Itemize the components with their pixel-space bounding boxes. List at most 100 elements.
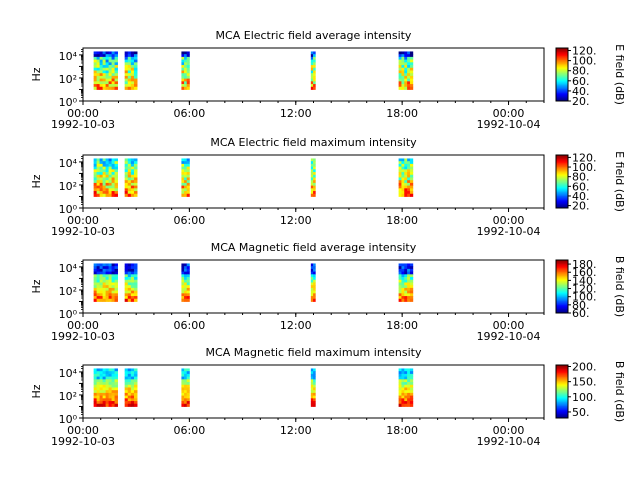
spectrogram-cell bbox=[105, 193, 109, 197]
spectrogram-cell bbox=[181, 293, 185, 297]
spectrogram-cell bbox=[313, 382, 316, 386]
spectrogram-cell bbox=[407, 56, 411, 61]
spectrogram-cell bbox=[404, 379, 408, 383]
spectrogram-cell bbox=[184, 172, 188, 176]
spectrogram-cell bbox=[99, 177, 104, 181]
spectrogram-cell bbox=[313, 263, 316, 267]
spectrogram-cell bbox=[114, 373, 118, 378]
spectrogram-cell bbox=[398, 384, 402, 388]
spectrogram-cell bbox=[99, 390, 104, 394]
spectrogram-cell bbox=[181, 382, 185, 386]
spectrogram-cell bbox=[111, 285, 115, 289]
spectrogram-cell bbox=[108, 172, 112, 176]
spectrogram-cell bbox=[133, 282, 138, 286]
colorbar-segment bbox=[556, 205, 568, 208]
spectrogram-cell bbox=[313, 376, 316, 380]
spectrogram-cell bbox=[130, 368, 135, 372]
spectrogram-cell bbox=[313, 282, 316, 286]
spectrogram-cell bbox=[181, 368, 185, 372]
spectrogram-cell bbox=[313, 392, 316, 397]
spectrogram-cell bbox=[310, 376, 314, 380]
spectrogram-cell bbox=[409, 398, 414, 402]
colorbar-segment bbox=[556, 275, 568, 278]
y-tick-label: 10⁴ bbox=[59, 262, 78, 275]
spectrogram-cell bbox=[184, 180, 188, 184]
spectrogram-cell bbox=[184, 54, 188, 58]
spectrogram-cell bbox=[105, 401, 109, 405]
spectrogram-cell bbox=[108, 169, 112, 173]
spectrogram-cell bbox=[102, 163, 106, 168]
spectrogram-cell bbox=[409, 172, 414, 176]
spectrogram-cell bbox=[99, 293, 104, 297]
spectrogram-cell bbox=[313, 271, 316, 275]
spectrogram-cell bbox=[108, 174, 112, 178]
spectrogram-cell bbox=[407, 379, 411, 383]
colorbar-segment bbox=[556, 283, 568, 286]
spectrogram-cell bbox=[111, 398, 115, 402]
spectrogram-cell bbox=[96, 169, 101, 173]
spectrogram-cell bbox=[93, 298, 98, 302]
spectrogram-cell bbox=[127, 188, 132, 192]
spectrogram-cell bbox=[401, 390, 405, 394]
colorbar-segment bbox=[556, 62, 568, 65]
spectrogram-cell bbox=[108, 279, 112, 283]
y-axis-label: Hz bbox=[30, 384, 43, 398]
spectrogram-cell bbox=[401, 174, 405, 178]
spectrogram-cell bbox=[409, 161, 414, 165]
colorbar-segment bbox=[556, 67, 568, 70]
spectrogram-cell bbox=[313, 395, 316, 399]
spectrogram-cell bbox=[99, 166, 104, 170]
spectrogram-cell bbox=[111, 54, 115, 58]
spectrogram-cell bbox=[93, 395, 98, 399]
spectrogram-cell bbox=[102, 263, 106, 267]
colorbar-segment bbox=[556, 274, 568, 277]
spectrogram-cell bbox=[186, 271, 190, 275]
spectrogram-cell bbox=[186, 166, 190, 170]
colorbar-segment bbox=[556, 50, 568, 53]
spectrogram-cell bbox=[96, 403, 101, 407]
colorbar-segment bbox=[556, 63, 568, 66]
spectrogram-cell bbox=[313, 169, 316, 173]
spectrogram-cell bbox=[184, 62, 188, 66]
spectrogram-cell bbox=[124, 161, 129, 165]
colorbar-segment bbox=[556, 376, 568, 379]
x-tick-date: 1992-10-04 bbox=[477, 225, 541, 238]
spectrogram-cell bbox=[401, 403, 405, 407]
spectrogram-cell bbox=[124, 274, 129, 278]
spectrogram-cell bbox=[93, 182, 98, 187]
colorbar-segment bbox=[556, 282, 568, 285]
spectrogram-cell bbox=[111, 75, 115, 80]
spectrogram-cell bbox=[409, 277, 414, 281]
spectrogram-cell bbox=[409, 401, 414, 405]
spectrogram-cell bbox=[404, 285, 408, 289]
spectrogram-cell bbox=[102, 266, 106, 270]
spectrogram-cell bbox=[96, 395, 101, 399]
spectrogram-cell bbox=[124, 172, 129, 176]
spectrogram-cell bbox=[407, 81, 411, 85]
spectrogram-cell bbox=[404, 81, 408, 85]
spectrogram-cell bbox=[184, 163, 188, 168]
spectrogram-cell bbox=[310, 188, 314, 192]
spectrogram-cell bbox=[310, 271, 314, 275]
spectrogram-cell bbox=[108, 166, 112, 170]
spectrogram-cell bbox=[133, 290, 138, 294]
spectrogram-cell bbox=[398, 177, 402, 181]
spectrogram-cell bbox=[409, 67, 414, 71]
spectrogram-cell bbox=[398, 298, 402, 302]
spectrogram-cell bbox=[124, 285, 129, 289]
spectrogram-cell bbox=[105, 376, 109, 380]
spectrogram-cell bbox=[111, 271, 115, 275]
spectrogram-cell bbox=[111, 395, 115, 399]
spectrogram-cell bbox=[313, 401, 316, 405]
spectrogram-cell bbox=[186, 263, 190, 267]
colorbar-segment bbox=[556, 78, 568, 81]
spectrogram-cell bbox=[99, 282, 104, 286]
spectrogram-cell bbox=[102, 73, 106, 77]
spectrogram-cell bbox=[310, 293, 314, 297]
spectrogram-cell bbox=[105, 70, 109, 74]
spectrogram-cell bbox=[184, 282, 188, 286]
colorbar-segment bbox=[556, 285, 568, 287]
spectrogram-cell bbox=[409, 282, 414, 286]
spectrogram-cell bbox=[127, 277, 132, 281]
spectrogram-cell bbox=[313, 371, 316, 375]
